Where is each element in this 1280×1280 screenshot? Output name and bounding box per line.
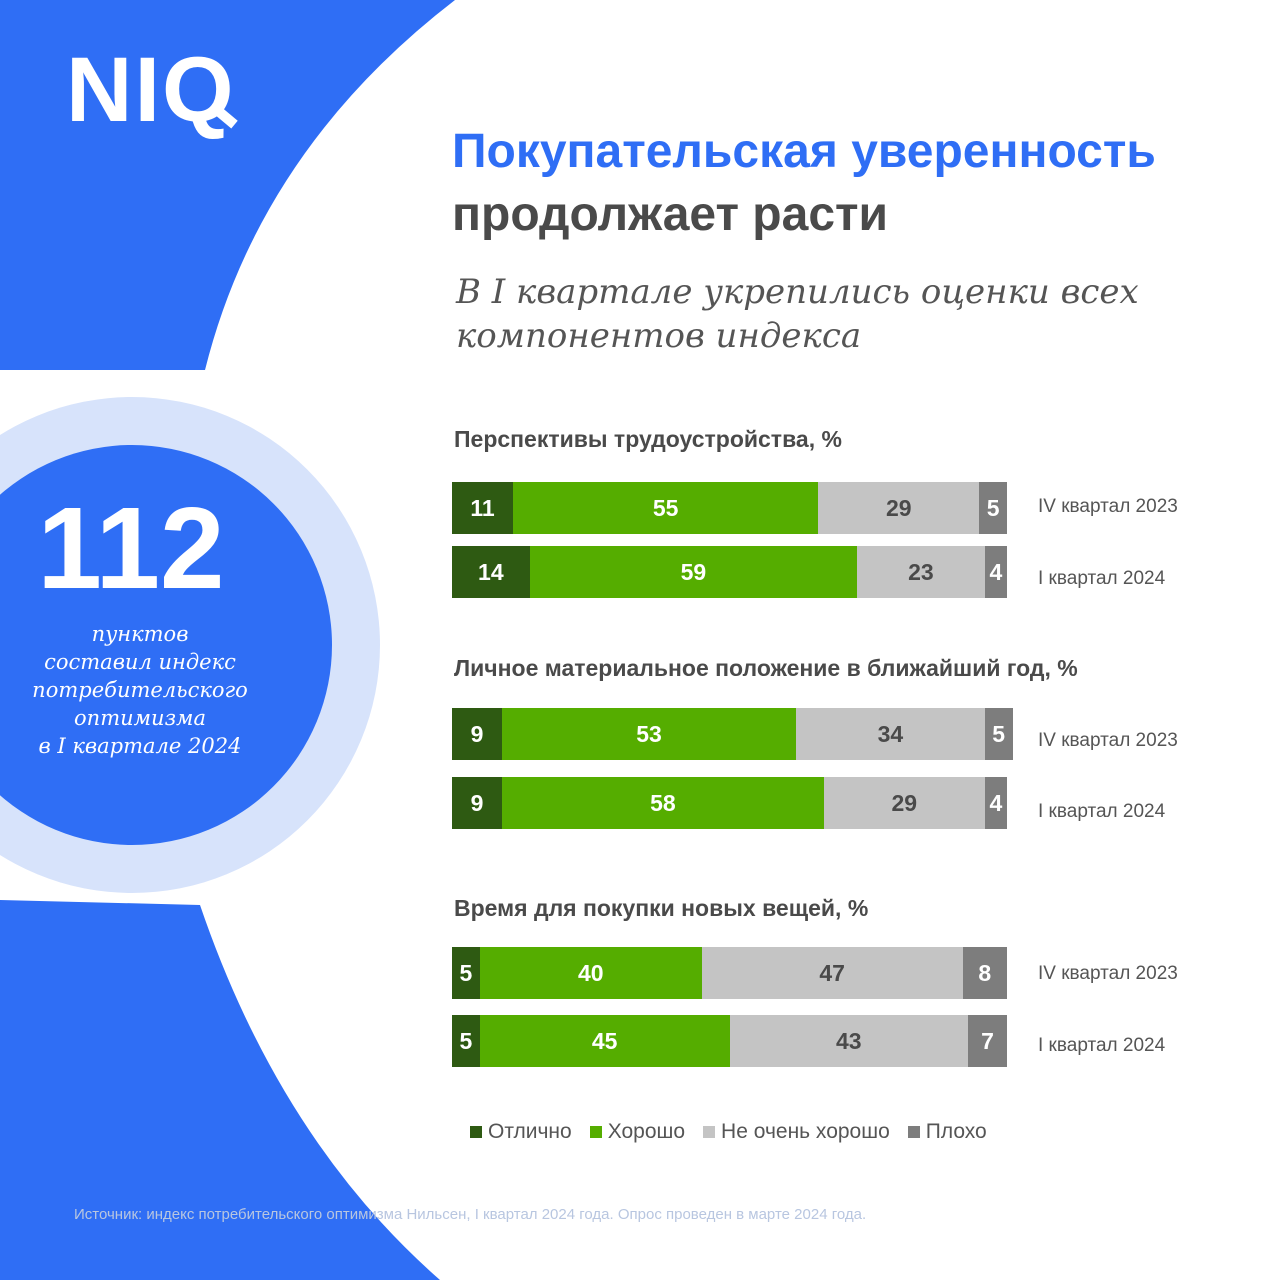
bar-segment-notgood: 43 xyxy=(729,1015,969,1067)
legend-label: Хорошо xyxy=(607,1120,686,1143)
index-caption: пунктов составил индекс потребительского… xyxy=(0,620,280,760)
caption-line: в I квартале 2024 xyxy=(38,734,242,758)
bar-segment-bad: 4 xyxy=(984,546,1007,598)
bar-segment-good: 59 xyxy=(529,546,858,598)
bar-segment-good: 40 xyxy=(479,947,702,999)
stacked-bar: 14 59 23 4 xyxy=(452,546,1007,598)
inner-circle xyxy=(0,445,332,845)
legend-label: Плохо xyxy=(925,1120,987,1143)
caption-line: оптимизма xyxy=(74,706,206,730)
bar-segment-good: 58 xyxy=(501,777,824,829)
bar-segment-bad: 5 xyxy=(984,708,1013,760)
bar-segment-excellent: 11 xyxy=(452,482,514,534)
period-label: IV квартал 2023 xyxy=(1038,963,1178,984)
bar-segment-excellent: 14 xyxy=(452,546,530,598)
legend-item-bad: Плохо xyxy=(907,1120,987,1144)
stacked-bar: 5 45 43 7 xyxy=(452,1015,1007,1067)
blue-arc-shape xyxy=(0,0,455,1280)
legend-label: Отлично xyxy=(488,1120,572,1143)
bar-segment-excellent: 9 xyxy=(452,708,502,760)
chart-title: Личное материальное положение в ближайши… xyxy=(454,655,1078,681)
bar-segment-excellent: 5 xyxy=(452,1015,480,1067)
bar-segment-notgood: 29 xyxy=(818,482,980,534)
period-label: I квартал 2024 xyxy=(1038,801,1166,822)
period-label: IV квартал 2023 xyxy=(1038,730,1178,751)
caption-line: потребительского xyxy=(32,678,248,702)
legend-label: Не очень хорошо xyxy=(721,1120,890,1143)
bar-segment-notgood: 34 xyxy=(796,708,985,760)
stacked-bar: 5 40 47 8 xyxy=(452,947,1007,999)
period-label: I квартал 2024 xyxy=(1038,568,1166,589)
legend-swatch xyxy=(907,1126,920,1138)
legend-item-good: Хорошо xyxy=(589,1120,686,1144)
bar-segment-bad: 5 xyxy=(979,482,1007,534)
bar-segment-notgood: 47 xyxy=(701,947,963,999)
subtitle-line-1: В I квартале укрепились оценки всех xyxy=(456,272,1139,312)
bar-segment-bad: 8 xyxy=(962,947,1007,999)
chart-legend: Отлично Хорошо Не очень хорошо Плохо xyxy=(470,1120,1005,1144)
legend-swatch xyxy=(589,1126,602,1138)
period-label: IV квартал 2023 xyxy=(1038,496,1178,517)
legend-item-excellent: Отлично xyxy=(470,1120,572,1144)
page-title-line-1: Покупательская уверенность xyxy=(452,125,1156,178)
bar-segment-excellent: 9 xyxy=(452,777,502,829)
chart-title: Перспективы трудоустройства, % xyxy=(454,426,842,452)
legend-swatch xyxy=(703,1126,716,1138)
niq-logo: NIQ xyxy=(66,39,236,141)
index-value: 112 xyxy=(37,483,225,613)
stacked-bar: 9 58 29 4 xyxy=(452,777,1007,829)
bar-segment-bad: 7 xyxy=(968,1015,1007,1067)
chart-title: Время для покупки новых вещей, % xyxy=(454,895,869,921)
bar-segment-notgood: 23 xyxy=(857,546,985,598)
legend-swatch xyxy=(470,1126,482,1138)
caption-line: пунктов xyxy=(91,622,189,646)
bar-segment-good: 55 xyxy=(513,482,819,534)
subtitle-line-2: компонентов индекса xyxy=(456,316,862,356)
legend-item-not-very-good: Не очень хорошо xyxy=(703,1120,890,1144)
stacked-bar: 9 53 34 5 xyxy=(452,708,1013,760)
caption-line: составил индекс xyxy=(44,650,236,674)
period-label: I квартал 2024 xyxy=(1038,1035,1166,1056)
source-note: Источник: индекс потребительского оптими… xyxy=(74,1206,867,1223)
bar-segment-good: 45 xyxy=(479,1015,730,1067)
bar-segment-excellent: 5 xyxy=(452,947,480,999)
bar-segment-bad: 4 xyxy=(984,777,1007,829)
page-title-line-2: продолжает расти xyxy=(452,188,889,241)
stacked-bar: 11 55 29 5 xyxy=(452,482,1007,534)
page-subtitle: В I квартале укрепились оценки всех комп… xyxy=(456,270,1196,358)
bar-segment-good: 53 xyxy=(501,708,797,760)
bar-segment-notgood: 29 xyxy=(823,777,985,829)
